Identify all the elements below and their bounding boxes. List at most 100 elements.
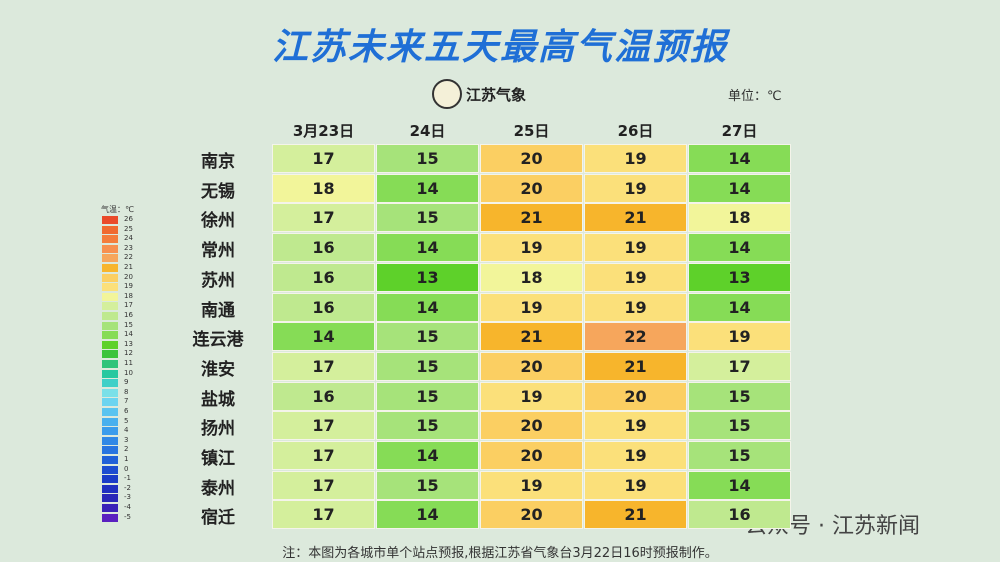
temperature-cell: 15 [688, 441, 791, 470]
temperature-cell: 19 [480, 470, 583, 500]
legend-label: 7 [124, 397, 129, 406]
legend-title: 气温：℃ [101, 205, 134, 214]
legend-swatch [102, 398, 118, 407]
legend-label: 17 [124, 301, 133, 310]
temperature-cell: 16 [272, 233, 375, 263]
legend-swatch [102, 456, 118, 464]
legend-label: 25 [124, 224, 133, 233]
temperature-cell: 19 [584, 292, 687, 322]
legend-swatch [102, 513, 118, 522]
temperature-cell: 17 [272, 500, 375, 530]
row-header: 南京 [201, 152, 235, 172]
legend-swatch [102, 465, 118, 474]
legend-label: 9 [124, 378, 129, 387]
legend-swatch [102, 216, 118, 224]
column-header: 27日 [721, 122, 758, 140]
temperature-cell: 19 [584, 233, 687, 263]
temperature-cell: 18 [272, 173, 375, 203]
temperature-cell: 14 [688, 470, 791, 500]
unit: 单位：℃ [728, 89, 782, 104]
legend-label: 1 [124, 455, 129, 463]
temperature-cell: 15 [376, 381, 479, 411]
temperature-cell: 14 [688, 292, 791, 322]
temperature-cell: 19 [584, 144, 687, 173]
temperature-cell: 21 [480, 203, 583, 233]
legend-swatch [102, 408, 118, 416]
legend-label: 8 [124, 387, 129, 396]
temperature-cell: 15 [376, 322, 479, 352]
row-header: 连云港 [192, 330, 244, 351]
legend-swatch [102, 436, 118, 445]
temperature-cell: 14 [376, 173, 479, 203]
row-header: 常州 [201, 241, 235, 262]
legend-swatch [102, 225, 118, 234]
legend-label: 22 [124, 253, 133, 262]
legend-label: 11 [124, 359, 133, 367]
legend-label: 0 [124, 464, 129, 473]
temperature-cell: 15 [688, 411, 791, 441]
temperature-cell: 14 [688, 173, 791, 203]
temperature-cell: 14 [376, 500, 479, 530]
legend-label: 16 [124, 311, 133, 319]
legend-swatch [102, 312, 118, 320]
temperature-cell: 15 [376, 411, 479, 441]
temperature-cell: 18 [688, 203, 791, 233]
legend-swatch [102, 484, 118, 493]
temperature-cell: 19 [584, 262, 687, 292]
temperature-cell: 19 [480, 233, 583, 263]
legend-label: 10 [124, 368, 133, 377]
legend-label: -4 [124, 503, 131, 511]
temperature-cell: 14 [272, 322, 375, 352]
legend-swatch [102, 475, 118, 484]
legend-label: 15 [124, 320, 133, 329]
column-header: 3月23日 [292, 122, 355, 140]
legend-swatch [102, 254, 118, 263]
row-header: 南通 [201, 300, 235, 321]
temperature-cell: 20 [480, 441, 583, 470]
footnote: 注：本图为各城市单个站点预报,根据江苏省气象台3月22日16时预报制作。 [282, 546, 718, 561]
column-header: 24日 [409, 122, 446, 140]
legend-swatch [102, 494, 118, 503]
temperature-cell: 21 [480, 322, 583, 352]
temperature-cell: 15 [376, 351, 479, 381]
legend-swatch [102, 369, 118, 378]
legend-swatch [102, 331, 118, 340]
temperature-cell: 15 [376, 470, 479, 500]
temperature-cell: 16 [272, 262, 375, 292]
temperature-cell: 19 [688, 322, 791, 352]
legend-swatch [102, 446, 118, 455]
temperature-cell: 20 [584, 381, 687, 411]
legend-swatch [102, 235, 118, 244]
temperature-cell: 14 [688, 233, 791, 263]
row-header: 泰州 [201, 478, 235, 499]
temperature-cell: 21 [584, 203, 687, 233]
legend-swatch [102, 427, 118, 436]
legend-label: 20 [124, 272, 133, 281]
temperature-cell: 17 [272, 411, 375, 441]
temperature-cell: 17 [272, 351, 375, 381]
temperature-cell: 15 [688, 381, 791, 411]
legend-swatch [102, 504, 118, 512]
legend-label: 26 [124, 215, 133, 223]
legend-label: -1 [124, 474, 131, 483]
row-header: 徐州 [201, 211, 235, 232]
logo-text: 江苏气象 [466, 86, 527, 104]
temperature-cell: 16 [272, 381, 375, 411]
legend-label: -5 [124, 512, 131, 521]
legend-swatch [102, 340, 118, 349]
legend-label: 18 [124, 291, 133, 300]
temperature-cell: 13 [376, 262, 479, 292]
legend-label: 23 [124, 243, 133, 252]
temperature-cell: 19 [584, 173, 687, 203]
row-header: 盐城 [201, 389, 235, 410]
legend-swatch [102, 264, 118, 272]
legend-label: 2 [124, 445, 129, 454]
legend-label: 21 [124, 263, 133, 271]
legend-label: -3 [124, 493, 131, 502]
temperature-cell: 20 [480, 144, 583, 173]
temperature-cell: 20 [480, 173, 583, 203]
row-header: 苏州 [201, 270, 235, 291]
temperature-cell: 21 [584, 351, 687, 381]
logo-icon [432, 79, 462, 109]
